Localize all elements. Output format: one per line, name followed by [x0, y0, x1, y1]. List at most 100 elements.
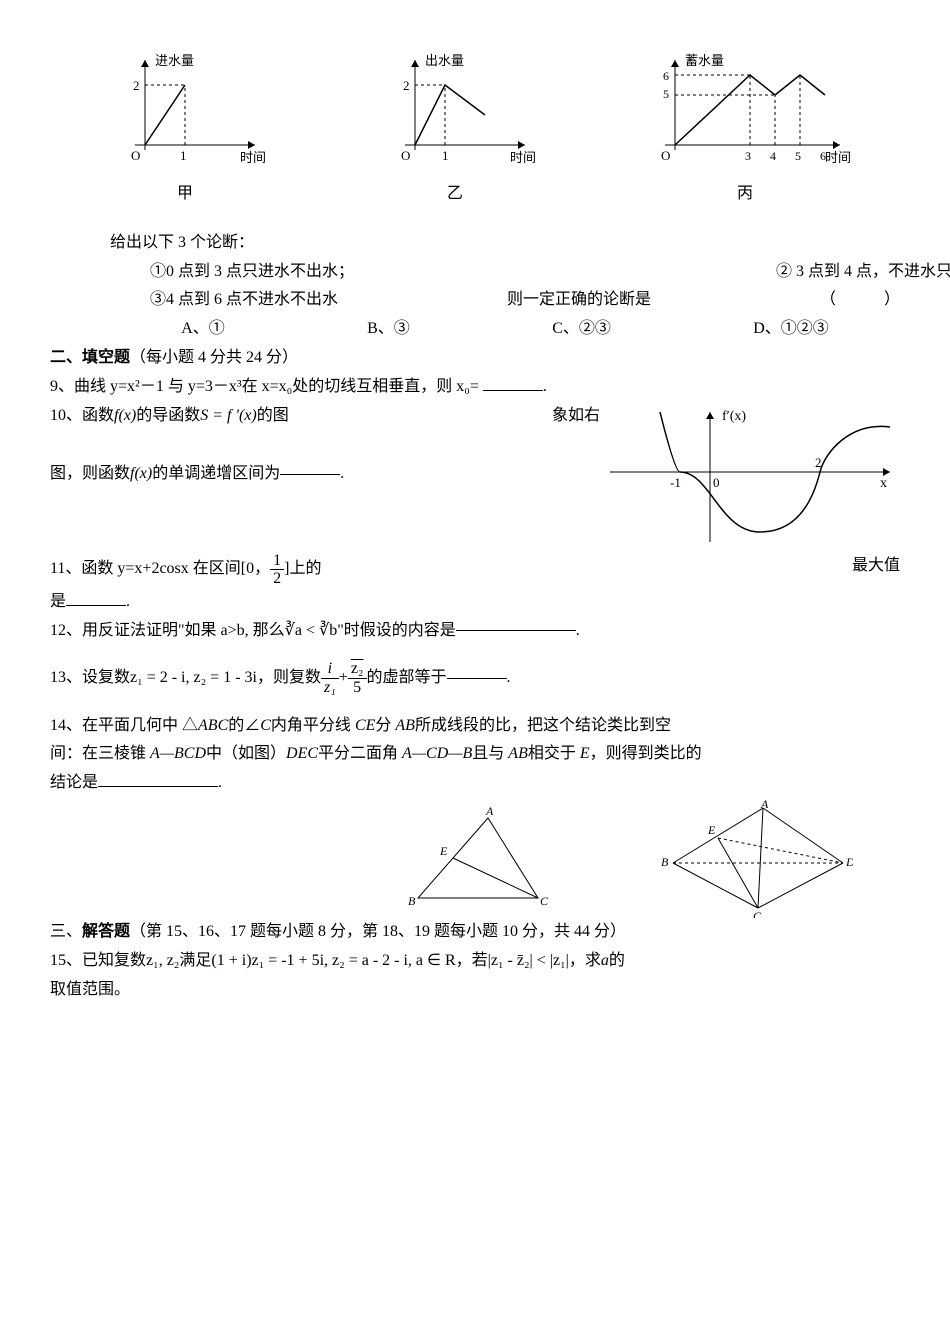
q10-chart: f′(x) x -1 0 2 [600, 402, 900, 552]
chart3-x6: 6 [820, 149, 826, 163]
chart2-caption: 乙 [365, 180, 545, 209]
q9-blank [483, 390, 543, 391]
q14-AB: AB [395, 717, 415, 734]
q11-frac: 1 2 [270, 552, 284, 588]
svg-text:A: A [485, 804, 494, 818]
tetra-fig: A B C D E [653, 798, 853, 918]
q15-a: 15、已知复数 [50, 947, 146, 976]
svg-text:B: B [661, 855, 669, 869]
q14-ABCD: A—BCD [150, 745, 206, 762]
chart-yi-svg: 出水量 时间 O 2 1 [365, 50, 545, 180]
q14-f: 间：在三棱锥 [50, 745, 150, 762]
q15-e: 的 [609, 947, 625, 976]
triangle-fig: A B C E [398, 803, 558, 913]
chart1-y2: 2 [133, 78, 140, 93]
q14-line2: 间：在三棱锥 A—BCD中（如图）DEC平分二面角 A—CD—B且与 AB相交于… [50, 740, 900, 769]
opt-C: C、②③ [552, 315, 611, 344]
q11-d: 是 [50, 593, 66, 610]
q13-blank [447, 678, 507, 679]
q14-line3: 结论是. [50, 769, 900, 798]
q15-abs: |z₁ - z̄₂| < |z₁| [488, 947, 569, 976]
q10-blank [280, 474, 340, 475]
q14-figures: A B C E A B C D E [50, 798, 900, 918]
svg-text:E: E [707, 823, 716, 837]
chart1-ylabel: 进水量 [155, 53, 194, 68]
chart2-origin: O [401, 148, 410, 163]
q10-c: 的图 [257, 402, 289, 431]
q14-AB2: AB [508, 745, 528, 762]
chart-bing-svg: 蓄水量 时间 O 6 5 3 4 5 6 [635, 50, 855, 180]
q15-c: ，若 [456, 947, 488, 976]
q11-den: 2 [270, 570, 284, 588]
chart1-caption: 甲 [95, 180, 275, 209]
q14: 14、在平面几何中 △ABC的∠C内角平分线 CE分 AB所成线段的比，把这个结… [50, 712, 900, 741]
chart1-origin: O [131, 148, 140, 163]
q14-blank [98, 786, 218, 787]
chart3-x5: 5 [795, 149, 801, 163]
q14-CE: CE [355, 717, 375, 734]
q12-cbrt: ∛a < ∛b [285, 617, 338, 646]
q15-eq1: (1 + i)z₁ = -1 + 5i, z₂ = a - 2 - i, a ∈… [211, 947, 455, 976]
chart3-caption: 丙 [635, 180, 855, 209]
q10-chart-label: f′(x) [722, 409, 746, 424]
q13-z: z₁ = 2 - i, z₂ = 1 - 3i [130, 664, 257, 693]
q14-l: 结论是 [50, 774, 98, 791]
q14-ABC: ABC [198, 717, 228, 734]
q10-b: 的导函数 [136, 402, 200, 431]
q10: 10、函数 f(x) 的导函数 S = f ′(x) 的图 象如右 图，则函数 … [50, 402, 900, 552]
q12-period: . [576, 617, 580, 646]
q12-blank [456, 630, 576, 631]
stmt-tail: 则一定正确的论断是 [507, 286, 651, 315]
q14-e: 所成线段的比，把这个结论类比到空 [415, 717, 671, 734]
q-prompt: 给出以下 3 个论断： [110, 229, 900, 258]
q11-c: 最大值 [852, 552, 900, 581]
q11-a: 11、函数 y=x+2cosx 在区间[0， [50, 555, 270, 584]
sec2-note: （每小题 4 分共 24 分） [130, 349, 298, 366]
q10-chart-x: x [880, 476, 887, 491]
stmt1: ①0 点到 3 点只进水不出水； [150, 258, 354, 287]
sec3-note: （第 15、16、17 题每小题 8 分，第 18、19 题每小题 10 分，共… [130, 923, 626, 940]
q13-num2: z₂ [348, 660, 367, 679]
section3: 三、解答题（第 15、16、17 题每小题 8 分，第 18、19 题每小题 1… [50, 918, 900, 947]
chart2-ylabel: 出水量 [425, 53, 464, 68]
sec3-a: 三、 [50, 923, 82, 940]
chart3-xlabel: 时间 [825, 150, 851, 165]
q9-text: 9、曲线 y=x²－1 与 y=3－x³在 x=x₀处的切线互相垂直，则 x₀= [50, 378, 483, 395]
q11-b: ]上的 [284, 555, 321, 584]
q14-C: C [260, 717, 271, 734]
chart1-x1: 1 [180, 148, 187, 163]
sec3-b: 解答题 [82, 923, 130, 940]
q13-frac2: z₂ 5 [348, 660, 367, 696]
q14-c: 内角平分线 [271, 717, 355, 734]
opt-A: A、① [181, 315, 225, 344]
q10-period: . [340, 460, 344, 489]
q12-a: 12、用反证法证明"如果 a>b, 那么 [50, 617, 285, 646]
q15-tail: 取值范围。 [50, 976, 900, 1005]
q10-fx: f(x) [114, 402, 136, 431]
chart2-x1: 1 [442, 148, 449, 163]
chart3-ylabel: 蓄水量 [685, 53, 724, 68]
svg-text:B: B [408, 894, 416, 908]
q11-tail: 是. [50, 588, 900, 617]
q11-blank [66, 605, 126, 606]
options-row: A、① B、③ C、②③ D、①②③ [110, 315, 900, 344]
q14-period: . [218, 774, 222, 791]
opt-D: D、①②③ [753, 315, 829, 344]
statements-row2: ③4 点到 6 点不进水不出水 则一定正确的论断是 （ ） [150, 286, 900, 315]
chart1-xlabel: 时间 [240, 150, 266, 165]
q10-two: 2 [815, 455, 822, 470]
q15-z12: z₁, z₂ [146, 947, 179, 976]
q10-e: 图，则函数 [50, 460, 130, 489]
svg-text:E: E [439, 844, 448, 858]
charts-row: 进水量 时间 O 1 2 甲 出水量 时间 O 2 1 乙 [50, 50, 900, 209]
q14-a: 14、在平面几何中 △ [50, 717, 198, 734]
q14-k: ，则得到类比的 [590, 745, 702, 762]
q10-f: 的单调递增区间为 [152, 460, 280, 489]
q13-frac1: i z₁ [321, 660, 339, 696]
paren: （ ） [820, 286, 900, 315]
q10-fx2: f(x) [130, 460, 152, 489]
q14-i: 且与 [472, 745, 508, 762]
q10-d: 象如右 [552, 402, 600, 431]
q11-period: . [126, 593, 130, 610]
stmt3: ③4 点到 6 点不进水不出水 [150, 286, 338, 315]
